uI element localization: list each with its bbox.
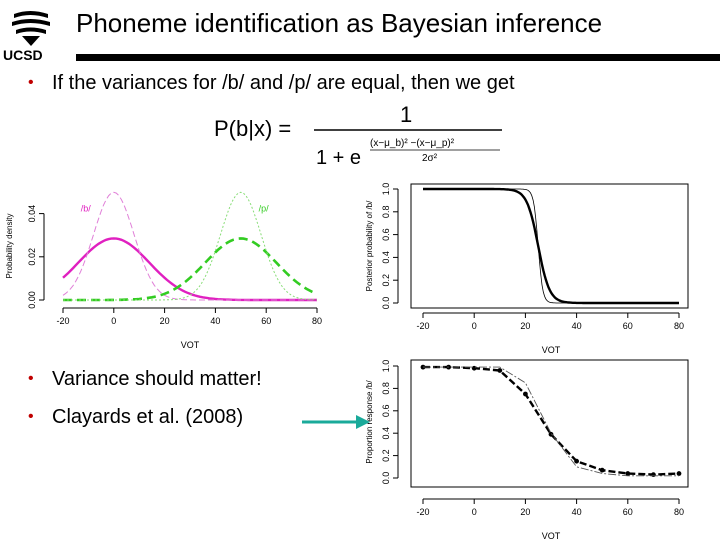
y-tick-label: 1.0 (381, 183, 391, 196)
density-series-3 (63, 237, 318, 302)
plot-frame (410, 359, 689, 488)
y-tick-label: 0.4 (381, 251, 391, 264)
posterior-series-1 (423, 187, 679, 305)
bullet-text-3: Clayards et al. (2008) (52, 406, 244, 428)
y-tick-label: 0.4 (381, 427, 391, 440)
data-point (548, 431, 554, 437)
proportion-series-2 (423, 366, 679, 477)
x-tick-label: 60 (261, 316, 271, 326)
arrow-icon (302, 415, 370, 429)
y-tick-label: 0.02 (27, 248, 37, 266)
y-tick-label: 0.04 (27, 205, 37, 223)
x-tick-label: 60 (623, 507, 633, 517)
data-point (574, 458, 579, 464)
data-point (523, 391, 528, 397)
bullet-item-2: • Variance should matter! (28, 368, 262, 391)
y-axis-label: Proportion response /b/ (365, 380, 374, 464)
annotation-b: /b/ (81, 203, 92, 213)
x-tick-label: 0 (472, 507, 477, 517)
posterior-formula: P(b|x) = 1 1 + e (x−μ_b)² −(x−μ_p)² 2σ² (214, 102, 502, 169)
bullet-marker: • (28, 370, 34, 387)
x-tick-label: 80 (674, 321, 684, 331)
plot-frame (410, 183, 689, 309)
bullet-marker: • (28, 408, 34, 425)
x-tick-label: 20 (520, 321, 530, 331)
data-point (625, 471, 631, 476)
y-tick-label: 0.2 (381, 274, 391, 287)
bullet-item-3: • Clayards et al. (2008) (28, 406, 243, 429)
y-tick-label: 0.8 (381, 382, 391, 395)
ucsd-logo: UCSD (3, 11, 50, 63)
x-tick-label: 80 (674, 507, 684, 517)
y-axis-label: Posterior probability of /b/ (365, 200, 374, 291)
annotation-p: /p/ (259, 203, 270, 213)
data-point (471, 365, 477, 371)
x-axis-label: VOT (542, 345, 561, 355)
x-axis-label: VOT (542, 531, 561, 540)
formula-exp-num: (x−μ_b)² −(x−μ_p)² (370, 138, 455, 149)
data-point (676, 471, 682, 476)
y-tick-label: 0.0 (381, 472, 391, 485)
x-tick-label: 20 (520, 507, 530, 517)
x-tick-label: -20 (416, 507, 429, 517)
data-point (599, 467, 605, 473)
y-tick-label: 1.0 (381, 360, 391, 373)
y-tick-label: 0.6 (381, 228, 391, 241)
density-series-1 (62, 237, 317, 302)
posterior-chart: -20 0 20 40 60 80 VOT 0.0 0.2 0.4 0.6 0.8 1.0 Posteri… (365, 183, 689, 355)
proportion-chart: -20 0 20 40 60 80 VOT 0.0 0.2 0.4 0.6 0.8 1.0 Proport… (365, 359, 689, 540)
y-tick-label: 0.0 (381, 297, 391, 310)
posterior-series-2 (423, 188, 679, 304)
bullet-text-1: If the variances for /b/ and /p/ are equ… (52, 72, 515, 94)
page-title: Phoneme identification as Bayesian infer… (76, 8, 603, 38)
proportion-series-1 (423, 365, 680, 476)
y-tick-label: 0.6 (381, 405, 391, 418)
y-axis-label: Probability density (5, 214, 14, 279)
bullet-item-1: • If the variances for /b/ and /p/ are eq… (28, 72, 515, 95)
x-tick-label: -20 (416, 321, 429, 331)
x-axis-label: VOT (181, 340, 200, 350)
formula-lhs: P(b|x) = (214, 116, 291, 141)
density-series-2 (62, 191, 317, 301)
formula-numerator: 1 (400, 102, 412, 127)
logo-text: UCSD (3, 47, 43, 63)
x-tick-label: 80 (312, 316, 322, 326)
data-point (651, 472, 656, 478)
formula-exp-den: 2σ² (422, 153, 438, 164)
x-tick-label: 60 (623, 321, 633, 331)
x-tick-label: 40 (572, 507, 582, 517)
bullet-text-2: Variance should matter! (52, 368, 262, 390)
logo-emblem-icon (12, 11, 50, 46)
density-chart: -20 0 20 40 60 80 VOT 0.00 0.02 0.04 Probability d… (5, 191, 322, 350)
y-tick-label: 0.8 (381, 206, 391, 219)
bullet-marker: • (28, 74, 34, 91)
y-tick-label: 0.2 (381, 449, 391, 462)
title-divider (76, 54, 720, 61)
x-tick-label: 0 (472, 321, 477, 331)
x-tick-label: 40 (210, 316, 220, 326)
x-tick-label: -20 (56, 316, 69, 326)
data-point (497, 368, 503, 373)
y-tick-label: 0.00 (27, 291, 37, 309)
x-tick-label: 40 (572, 321, 582, 331)
density-series-4 (63, 191, 318, 301)
formula-den-prefix: 1 + e (316, 147, 361, 169)
x-tick-label: 20 (160, 316, 170, 326)
x-tick-label: 0 (111, 316, 116, 326)
